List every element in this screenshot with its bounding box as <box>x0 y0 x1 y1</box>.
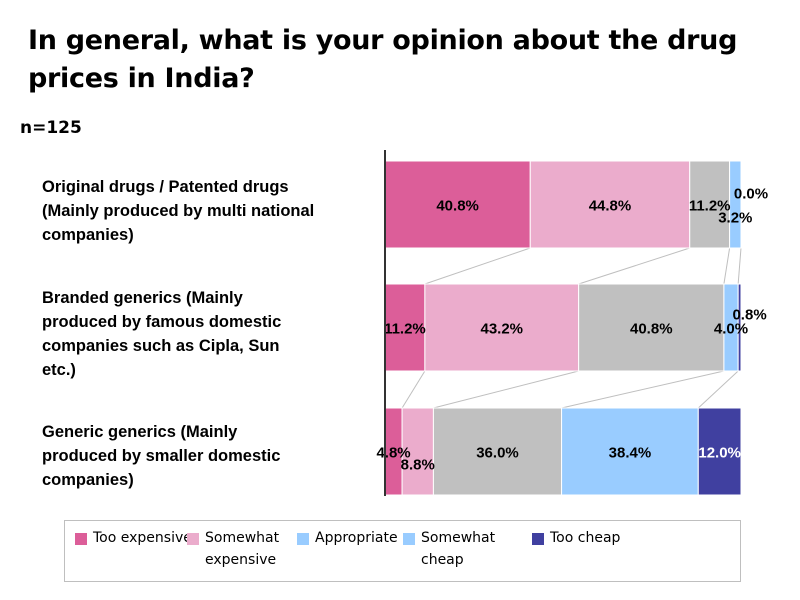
legend-label-line: Somewhat <box>421 530 496 546</box>
bar-segment <box>689 160 731 249</box>
series-connector-lines <box>401 247 742 409</box>
category-label-line: Original drugs / Patented drugs <box>42 178 289 196</box>
category-label-line: Branded generics (Mainly <box>42 289 243 307</box>
bar-row <box>384 283 742 372</box>
series-connector-line <box>578 247 690 285</box>
category-label-line: produced by smaller domestic <box>42 447 281 465</box>
category-label-line: companies) <box>42 226 134 244</box>
category-label-line: Generic generics (Mainly <box>42 423 238 441</box>
data-label: 11.2% <box>689 198 731 215</box>
series-connector-line <box>697 370 739 409</box>
data-label: 36.0% <box>476 445 519 462</box>
data-label: 4.0% <box>714 321 748 338</box>
series-connector-line <box>401 370 426 409</box>
category-label-original: Original drugs / Patented drugs (Mainly … <box>42 175 362 247</box>
chart-legend: Too expensive Somewhat expensive Appropriat… <box>64 520 741 582</box>
data-label: 8.8% <box>401 457 435 474</box>
legend-item: Too cheap <box>532 530 620 549</box>
data-label: 12.0% <box>698 445 741 462</box>
bar-segment <box>561 407 699 496</box>
category-label-line: etc.) <box>42 361 76 379</box>
legend-label-line: Too cheap <box>550 530 621 546</box>
category-label-line: (Mainly produced by multi national <box>42 202 315 220</box>
data-label: 38.4% <box>609 445 652 462</box>
bar-row <box>384 407 742 496</box>
series-connector-line <box>561 370 725 409</box>
legend-item: Somewhat expensive <box>187 530 279 571</box>
bar-segment <box>737 283 742 372</box>
data-label: 43.2% <box>480 321 523 338</box>
legend-label-line: Somewhat <box>205 530 280 546</box>
legend-label-line: Too expensive <box>93 530 192 546</box>
legend-label: Somewhat expensive <box>205 527 279 571</box>
series-connector-line <box>737 247 742 285</box>
data-label: 11.2% <box>384 321 426 338</box>
data-label: 3.2% <box>718 210 752 227</box>
category-label-line: companies such as Cipla, Sun <box>42 337 280 355</box>
bar-segment <box>432 407 563 496</box>
legend-item: Appropriate <box>297 530 398 549</box>
bar-segment <box>424 283 580 372</box>
bar-segment <box>729 160 742 249</box>
bar-segment <box>401 407 434 496</box>
legend-label: Too expensive <box>93 527 192 549</box>
sample-size-label: n=125 <box>20 118 82 138</box>
category-label-line: companies) <box>42 471 134 489</box>
category-label-generic: Generic generics (Mainly produced by sma… <box>42 420 362 492</box>
data-label: 40.8% <box>630 321 673 338</box>
legend-swatch <box>403 533 415 545</box>
series-connector-line <box>723 247 731 285</box>
legend-swatch <box>75 533 87 545</box>
bar-segment <box>697 407 742 496</box>
category-label-branded: Branded generics (Mainly produced by fam… <box>42 286 362 382</box>
bar-segment <box>578 283 725 372</box>
legend-item: Too expensive <box>75 530 192 549</box>
data-label: 0.8% <box>732 307 766 324</box>
legend-swatch <box>187 533 199 545</box>
data-label: 44.8% <box>589 198 632 215</box>
legend-label-line: Appropriate <box>315 530 398 546</box>
legend-label-line: cheap <box>421 552 464 568</box>
legend-swatch <box>532 533 544 545</box>
data-label: 0.0% <box>734 186 768 203</box>
legend-item: Somewhat cheap <box>403 530 495 571</box>
series-connector-line <box>424 247 531 285</box>
legend-label: Somewhat cheap <box>421 527 495 571</box>
bar-segment <box>384 160 531 249</box>
legend-label-line: expensive <box>205 552 277 568</box>
chart-title: In general, what is your opinion about t… <box>28 25 738 94</box>
category-label-line: produced by famous domestic <box>42 313 282 331</box>
series-connector-line <box>433 370 579 409</box>
bar-row <box>384 160 742 249</box>
bar-segment <box>529 160 691 249</box>
legend-swatch <box>297 533 309 545</box>
legend-label: Too cheap <box>550 527 620 549</box>
data-label: 40.8% <box>436 198 479 215</box>
legend-label: Appropriate <box>315 527 398 549</box>
